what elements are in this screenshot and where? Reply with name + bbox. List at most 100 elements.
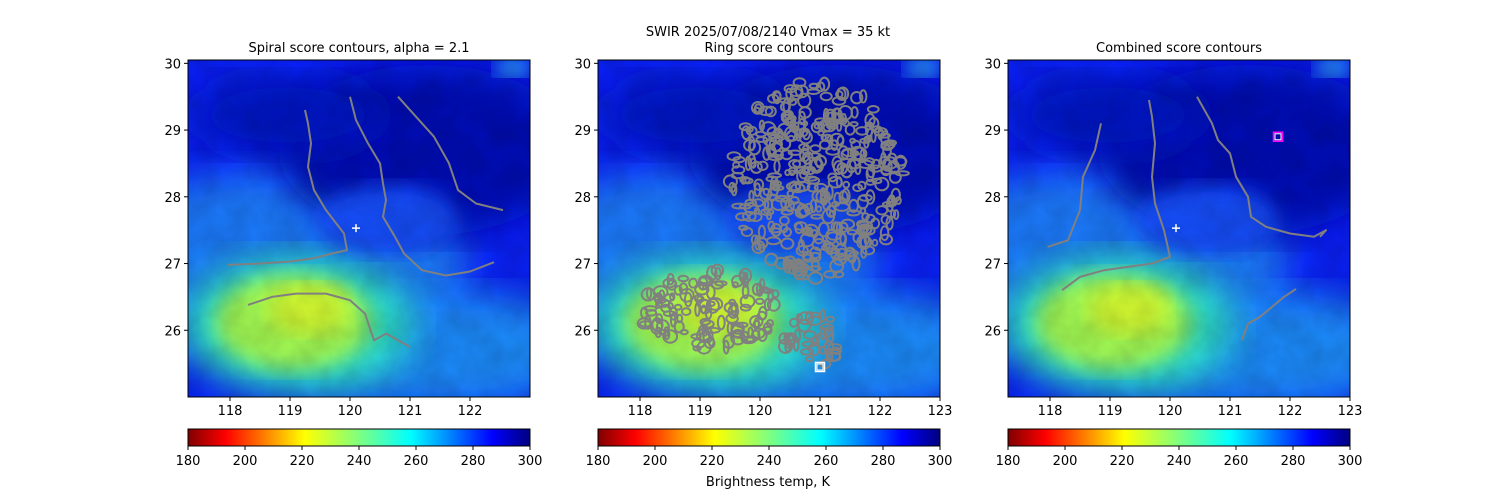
contour-line: [1241, 288, 1297, 341]
contour-loop: [789, 317, 799, 328]
contour-loop: [830, 346, 842, 355]
panels-group: Spiral score contours, alpha = 2.1 118 119…: [88, 41, 1408, 469]
contour-loop: [754, 297, 765, 305]
contour-loop: [861, 245, 876, 256]
contour-loop: [895, 196, 902, 206]
contour-loop: [844, 123, 856, 136]
colorbar-tick-label: 300: [1338, 454, 1363, 469]
contour-loop: [832, 221, 842, 235]
contour-loop: [662, 329, 679, 344]
x-tick-label: 119: [1098, 404, 1123, 419]
contour-loop: [794, 180, 811, 192]
contour-loop: [819, 187, 827, 201]
heatmap-image: [88, 60, 588, 410]
colorbar: 180 200 220 240 260 280 300: [176, 428, 542, 469]
contour-loop: [832, 270, 845, 279]
contour-loop: [801, 340, 817, 348]
heatmap-image: [498, 60, 998, 410]
contour-line: [397, 96, 504, 212]
contour-loop: [764, 252, 779, 267]
contour-loop: [716, 314, 726, 331]
contour-loop: [797, 319, 812, 333]
contour-loop: [885, 215, 894, 231]
center-marker: [352, 224, 360, 233]
contour-loop: [762, 146, 771, 161]
square-marker: [814, 361, 826, 373]
x-tick-label: 120: [748, 404, 773, 419]
y-tick-label: 26: [164, 324, 181, 339]
contour-loop: [840, 148, 857, 161]
contour-loop: [826, 343, 843, 352]
contour-loop: [730, 171, 744, 180]
contour-loop: [783, 332, 798, 342]
contour-loop: [797, 92, 812, 109]
colorbar-tick-label: 240: [757, 454, 782, 469]
panel-title: Spiral score contours, alpha = 2.1: [248, 41, 469, 56]
heatmap-field: [908, 60, 1408, 410]
contour-loop: [790, 261, 798, 268]
contour-loop: [824, 326, 833, 338]
colorbar-tick-label: 220: [1110, 454, 1135, 469]
contour-loop: [741, 283, 750, 300]
contour-loop: [763, 298, 772, 312]
contour-loop: [751, 282, 763, 296]
contour-loop: [700, 304, 707, 315]
contour-loop: [803, 330, 817, 340]
contour-loop: [818, 76, 831, 92]
contour-loop: [859, 89, 868, 104]
contour-loop: [805, 355, 815, 363]
contour-loop: [851, 146, 868, 162]
contour-loop: [855, 126, 869, 136]
contour-region: [778, 308, 843, 370]
contour-loop: [683, 291, 693, 308]
contour-loop: [829, 132, 845, 147]
heatmap-field: [498, 60, 998, 410]
contour-loop: [771, 289, 780, 299]
contour-line: [1196, 96, 1327, 238]
contour-loop: [738, 122, 753, 132]
contour-loop: [840, 218, 856, 230]
contour-loop: [747, 153, 757, 169]
contour-loop: [780, 237, 795, 250]
contour-loop: [732, 161, 741, 169]
contour-line: [247, 292, 411, 348]
contour-loop: [827, 175, 843, 189]
x-tick-label: 118: [1038, 404, 1063, 419]
contour-loop: [731, 202, 747, 210]
contour-loop: [701, 324, 709, 337]
contour-loop: [808, 265, 822, 272]
figure-suptitle: SWIR 2025/07/08/2140 Vmax = 35 kt: [646, 25, 890, 40]
contour-loop: [646, 287, 653, 300]
contour-loop: [706, 300, 716, 307]
contour-loop: [798, 130, 813, 145]
contour-loop: [815, 205, 823, 213]
x-tick-label: 120: [338, 404, 363, 419]
contour-loop: [753, 207, 761, 215]
contour-loop: [836, 247, 848, 261]
contour-loop: [696, 340, 712, 355]
contour-loop: [779, 215, 790, 226]
contour-loop: [794, 328, 801, 344]
axes-frame: [187, 59, 531, 398]
contour-loop: [768, 227, 782, 234]
contour-loop: [774, 194, 791, 203]
contour-line: [1061, 99, 1171, 292]
contour-loop: [780, 113, 797, 124]
contour-loop: [852, 183, 863, 193]
contour-loop: [756, 160, 769, 172]
contour-loop: [662, 310, 677, 318]
colorbar-gradient: [187, 428, 531, 447]
x-tick-label: 118: [218, 404, 243, 419]
colorbar-tick-label: 220: [700, 454, 725, 469]
contour-loop: [722, 339, 730, 355]
y-tick-label: 30: [574, 57, 591, 72]
contour-loop: [762, 187, 770, 196]
contour-loop: [726, 321, 733, 335]
contour-loop: [747, 326, 754, 339]
square-marker-inner: [1274, 133, 1282, 141]
contour-loop: [836, 86, 850, 101]
contour-loop: [808, 82, 820, 90]
y-tick-label: 27: [984, 258, 1001, 273]
contour-loop: [825, 315, 835, 323]
contour-loop: [824, 108, 837, 123]
